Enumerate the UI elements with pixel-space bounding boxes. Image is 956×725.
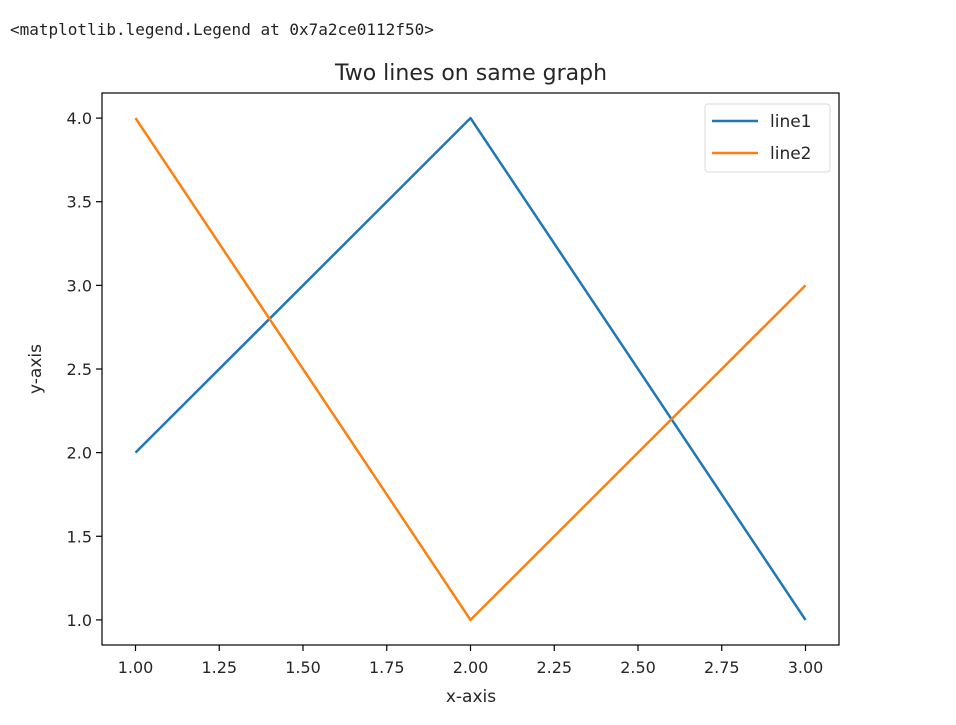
- x-tick-label: 1.50: [285, 658, 321, 677]
- legend-line1-label: line1: [770, 112, 812, 132]
- chart-title: Two lines on same graph: [334, 61, 607, 86]
- x-tick-label: 2.75: [704, 658, 740, 677]
- x-tick-label: 3.00: [788, 658, 824, 677]
- series-layer: [134, 116, 807, 622]
- y-tick-label: 2.0: [67, 444, 92, 463]
- y-axis-label: y-axis: [26, 344, 46, 394]
- x-tick-label: 1.25: [201, 658, 237, 677]
- y-tick-label: 3.5: [67, 193, 92, 212]
- x-axis-label: x-axis: [446, 687, 496, 707]
- y-tick-label: 1.0: [67, 611, 92, 630]
- x-tick-label: 2.50: [620, 658, 656, 677]
- x-tick-label: 1.75: [369, 658, 405, 677]
- legend: line1 line2: [704, 103, 831, 173]
- y-tick-label: 1.5: [67, 527, 92, 546]
- series-line2-line: [134, 117, 807, 622]
- x-tick-label: 2.00: [453, 658, 489, 677]
- y-tick-label: 2.5: [67, 360, 92, 379]
- x-tick-label: 2.25: [536, 658, 572, 677]
- series-line1-line: [134, 116, 807, 621]
- x-ticks: 1.00 1.25 1.50 1.75 2.00 2.25 2.50 2.75 3.00: [118, 645, 824, 677]
- y-tick-label: 3.0: [67, 276, 92, 295]
- plot-frame: [101, 92, 840, 646]
- y-tick-label: 4.0: [67, 109, 92, 128]
- x-tick-label: 1.00: [118, 658, 154, 677]
- legend-line2-label: line2: [770, 144, 812, 164]
- output-repr-text: <matplotlib.legend.Legend at 0x7a2ce0112…: [10, 20, 434, 39]
- y-ticks: 1.0 1.5 2.0 2.5 3.0 3.5 4.0: [67, 109, 102, 630]
